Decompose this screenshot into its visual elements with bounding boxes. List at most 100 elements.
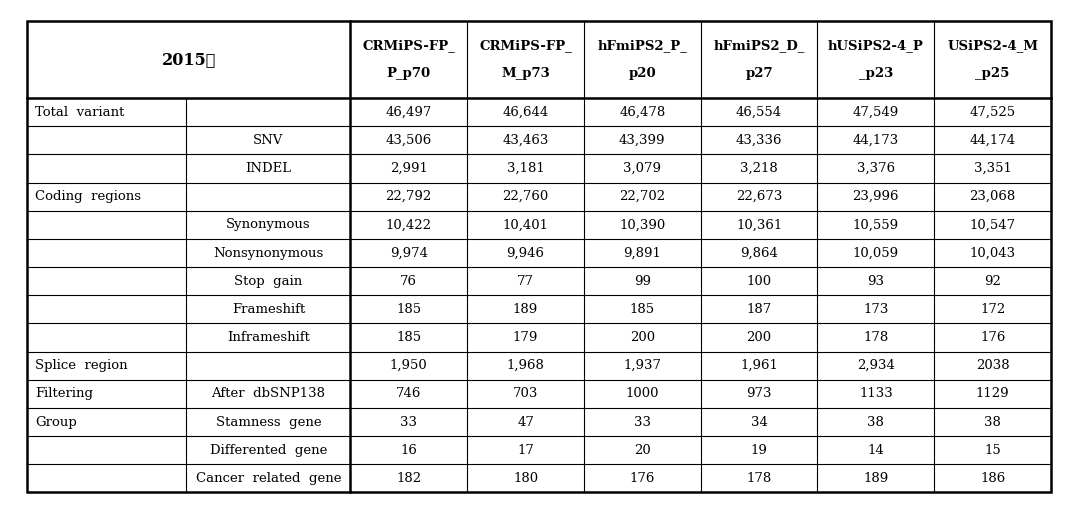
Text: 38: 38 <box>868 416 884 428</box>
Text: 178: 178 <box>746 472 772 485</box>
Text: 22,792: 22,792 <box>386 190 432 203</box>
Text: hFmiPS2_P_: hFmiPS2_P_ <box>597 39 688 52</box>
Text: 22,702: 22,702 <box>619 190 665 203</box>
Text: 22,673: 22,673 <box>736 190 783 203</box>
Text: Frameshift: Frameshift <box>232 303 305 316</box>
Text: 46,644: 46,644 <box>502 106 549 119</box>
Text: M_p73: M_p73 <box>501 67 550 80</box>
Text: 189: 189 <box>513 303 538 316</box>
Text: 99: 99 <box>634 275 651 288</box>
Text: 23,068: 23,068 <box>969 190 1015 203</box>
Text: 178: 178 <box>863 331 888 344</box>
Text: 77: 77 <box>517 275 534 288</box>
Text: 93: 93 <box>868 275 884 288</box>
Text: 43,336: 43,336 <box>736 134 783 147</box>
Text: Synonymous: Synonymous <box>226 219 310 231</box>
Text: 16: 16 <box>400 444 417 457</box>
Text: 20: 20 <box>634 444 651 457</box>
Text: 22,760: 22,760 <box>502 190 549 203</box>
Text: 19: 19 <box>750 444 768 457</box>
Text: 10,401: 10,401 <box>502 219 549 231</box>
Text: 189: 189 <box>863 472 888 485</box>
Text: 14: 14 <box>868 444 884 457</box>
Text: hFmiPS2_D_: hFmiPS2_D_ <box>714 39 805 52</box>
Text: 34: 34 <box>750 416 768 428</box>
Text: 3,376: 3,376 <box>857 162 895 175</box>
Text: Coding  regions: Coding regions <box>34 190 141 203</box>
Text: 3,351: 3,351 <box>973 162 1011 175</box>
Text: After  dbSNP138: After dbSNP138 <box>211 387 326 400</box>
Text: 46,478: 46,478 <box>619 106 665 119</box>
Text: hUSiPS2-4_P: hUSiPS2-4_P <box>828 39 924 52</box>
Text: Filtering: Filtering <box>34 387 93 400</box>
Text: 10,547: 10,547 <box>969 219 1015 231</box>
Text: 15: 15 <box>984 444 1001 457</box>
Text: 1,950: 1,950 <box>390 359 428 372</box>
Text: 10,422: 10,422 <box>386 219 432 231</box>
Text: Stamness  gene: Stamness gene <box>216 416 321 428</box>
Text: 10,059: 10,059 <box>853 247 899 260</box>
Text: Cancer  related  gene: Cancer related gene <box>196 472 341 485</box>
Text: 1,937: 1,937 <box>623 359 661 372</box>
Text: p20: p20 <box>628 67 657 80</box>
Text: 3,181: 3,181 <box>507 162 544 175</box>
Text: 746: 746 <box>396 387 421 400</box>
Text: CRMiPS-FP_: CRMiPS-FP_ <box>362 39 455 52</box>
Text: 1129: 1129 <box>976 387 1009 400</box>
Text: 47,549: 47,549 <box>853 106 899 119</box>
Text: 38: 38 <box>984 416 1001 428</box>
Text: 9,864: 9,864 <box>741 247 778 260</box>
Text: 17: 17 <box>517 444 534 457</box>
Text: Differented  gene: Differented gene <box>210 444 327 457</box>
Text: 46,497: 46,497 <box>386 106 432 119</box>
Text: Splice  region: Splice region <box>34 359 127 372</box>
Text: 10,043: 10,043 <box>969 247 1015 260</box>
Text: 1,961: 1,961 <box>741 359 778 372</box>
Text: 2038: 2038 <box>976 359 1009 372</box>
Text: CRMiPS-FP_: CRMiPS-FP_ <box>479 39 572 52</box>
Text: 187: 187 <box>746 303 772 316</box>
Text: 176: 176 <box>980 331 1006 344</box>
Text: 185: 185 <box>397 331 421 344</box>
Text: 200: 200 <box>747 331 772 344</box>
Text: 33: 33 <box>400 416 417 428</box>
Text: 180: 180 <box>513 472 538 485</box>
Text: 92: 92 <box>984 275 1001 288</box>
Text: 9,891: 9,891 <box>623 247 661 260</box>
Text: 1000: 1000 <box>625 387 659 400</box>
Text: 2,991: 2,991 <box>390 162 428 175</box>
Text: Inframeshift: Inframeshift <box>227 331 309 344</box>
Text: 176: 176 <box>630 472 655 485</box>
Text: 2,934: 2,934 <box>857 359 895 372</box>
Text: 44,174: 44,174 <box>969 134 1015 147</box>
Text: 10,559: 10,559 <box>853 219 899 231</box>
Text: 9,974: 9,974 <box>390 247 428 260</box>
Text: 10,361: 10,361 <box>736 219 783 231</box>
Text: 44,173: 44,173 <box>853 134 899 147</box>
Text: _p23: _p23 <box>859 67 893 80</box>
Text: 186: 186 <box>980 472 1006 485</box>
Text: 76: 76 <box>400 275 417 288</box>
Text: 179: 179 <box>513 331 538 344</box>
Text: _p25: _p25 <box>976 67 1010 80</box>
Text: 703: 703 <box>513 387 538 400</box>
Text: p27: p27 <box>745 67 773 80</box>
Text: Total  variant: Total variant <box>34 106 124 119</box>
Text: 23,996: 23,996 <box>853 190 899 203</box>
Text: 1,968: 1,968 <box>507 359 544 372</box>
Text: 185: 185 <box>630 303 654 316</box>
Text: 43,399: 43,399 <box>619 134 665 147</box>
Text: Nonsynonymous: Nonsynonymous <box>213 247 323 260</box>
Text: 47: 47 <box>517 416 534 428</box>
Text: 172: 172 <box>980 303 1006 316</box>
Text: 46,554: 46,554 <box>736 106 783 119</box>
Text: USiPS2-4_M: USiPS2-4_M <box>948 39 1038 52</box>
Text: 1133: 1133 <box>859 387 893 400</box>
Text: Group: Group <box>34 416 77 428</box>
Text: 100: 100 <box>747 275 772 288</box>
Text: 3,079: 3,079 <box>623 162 661 175</box>
Text: 3,218: 3,218 <box>741 162 778 175</box>
Text: 10,390: 10,390 <box>619 219 665 231</box>
Text: SNV: SNV <box>253 134 284 147</box>
Text: 2015년: 2015년 <box>162 51 216 68</box>
